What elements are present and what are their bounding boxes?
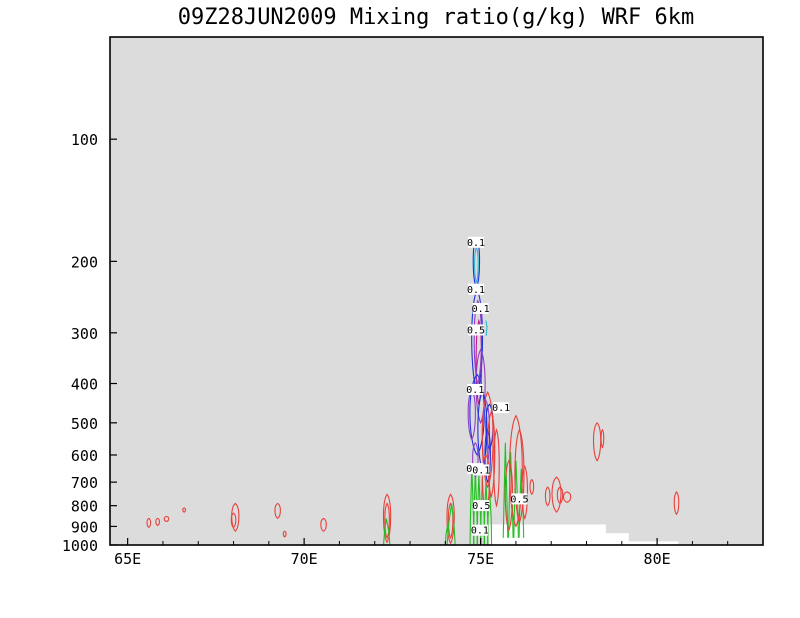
- contour-line: [320, 517, 327, 532]
- contour-line: [493, 428, 500, 508]
- contour-line: [474, 246, 479, 284]
- contour-line: [556, 486, 564, 505]
- contour-line: [592, 422, 602, 462]
- contour-line: [600, 428, 605, 449]
- contour-line: [473, 299, 482, 386]
- terrain-block: [628, 541, 679, 545]
- contour-label: 0.5: [510, 494, 528, 505]
- terrain-block: [487, 524, 606, 545]
- plot-frame: [109, 36, 764, 546]
- contour-line: [521, 465, 528, 520]
- contour-line: [146, 517, 152, 529]
- y-tick-label: 500: [71, 415, 98, 433]
- contour-label: 0.5: [472, 501, 490, 512]
- contour-line: [231, 502, 240, 533]
- contour-line: [282, 530, 287, 538]
- x-tick-label: 75E: [467, 550, 494, 568]
- y-tick-label: 1000: [62, 537, 98, 555]
- contour-label-bg: [468, 283, 485, 295]
- contour-label: 0.1: [467, 285, 485, 296]
- contour-label: 0.1: [471, 526, 489, 537]
- contour-label-bg: [467, 383, 484, 395]
- contour-line: [472, 441, 479, 479]
- x-axis: 65E 70E 75E 80E: [114, 538, 729, 568]
- contour-line: [562, 491, 572, 503]
- contour-line: [182, 507, 187, 513]
- contour-label: 0.1: [472, 465, 490, 476]
- contour-line: [529, 478, 535, 496]
- y-tick-label: 800: [71, 498, 98, 516]
- y-tick-label: 200: [71, 253, 98, 271]
- contour-label-bg: [471, 524, 488, 536]
- chart-title: 09Z28JUN2009 Mixing ratio(g/kg) WRF 6km: [178, 5, 695, 30]
- contour-line: [551, 476, 562, 513]
- y-tick-label: 600: [71, 447, 98, 465]
- terrain-mask: [487, 524, 679, 545]
- contour-line: [518, 469, 525, 538]
- x-tick-label: 80E: [644, 550, 671, 568]
- contour-line: [504, 459, 513, 532]
- y-tick-label: 400: [71, 376, 98, 394]
- contour-label-bg: [468, 324, 485, 336]
- y-tick-label: 900: [71, 518, 98, 536]
- contour-line: [502, 442, 509, 538]
- contour-line: [446, 493, 455, 545]
- contour-line: [485, 320, 488, 336]
- contour-label-bg: [473, 464, 490, 476]
- contour-label: 0.1: [472, 304, 490, 315]
- contour-label-bg: [511, 493, 528, 505]
- contour-label: 0.1: [466, 385, 484, 396]
- y-tick-label: 700: [71, 474, 98, 492]
- contour-label-bg: [473, 500, 490, 512]
- y-tick-label: 300: [71, 325, 98, 343]
- contour-label: 0.5: [467, 325, 485, 336]
- contour-label: 0.1: [467, 238, 485, 249]
- y-tick-label: 100: [71, 131, 98, 149]
- contour-line: [155, 517, 160, 527]
- contour-line: [484, 428, 491, 484]
- x-tick-label: 70E: [291, 550, 318, 568]
- terrain-block: [605, 533, 629, 545]
- contour-labels: 0.10.10.10.50.10.10.10.10.50.50.1: [466, 236, 528, 537]
- contour-line: [514, 428, 525, 524]
- contour-label-bg: [472, 302, 489, 314]
- contour-label-bg: [493, 402, 510, 414]
- contour-line: [163, 515, 170, 523]
- contour-line: [544, 486, 551, 507]
- contour-line: [384, 502, 390, 539]
- contour-label: 0.1: [492, 403, 510, 414]
- contour-line: [274, 502, 281, 520]
- contour-line: [487, 410, 496, 499]
- x-tick-label: 65E: [114, 550, 141, 568]
- contour-line: [673, 491, 680, 516]
- contour-line: [383, 518, 391, 546]
- contour-line: [230, 512, 237, 529]
- contour-line: [382, 493, 392, 544]
- contour-line: [446, 503, 456, 546]
- contour-line: [467, 389, 476, 441]
- contour-line: [475, 348, 486, 425]
- plot-area: [110, 37, 763, 545]
- contour-label-bg: [468, 236, 485, 248]
- contour-line: [509, 414, 523, 528]
